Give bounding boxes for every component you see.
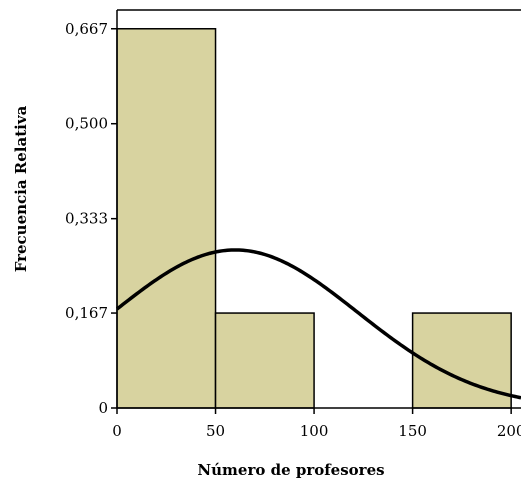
x-tick-label: 150 [398,422,427,440]
histogram-bar-0 [117,29,216,408]
y-tick-label: 0,667 [65,20,108,38]
histogram-bars [117,29,511,408]
y-axis-title: Frecuencia Relativa [12,105,30,272]
x-axis-ticks: 0 50 100 150 200 [112,408,521,440]
y-tick-label: 0,500 [65,115,108,133]
x-tick-label: 200 [497,422,521,440]
y-axis-ticks: 0 0,167 0,333 0,500 0,667 [65,20,117,417]
y-tick-label: 0,167 [65,304,108,322]
x-axis-title: Número de profesores [197,461,384,479]
x-tick-label: 100 [300,422,329,440]
y-tick-label: 0 [98,399,108,417]
y-tick-label: 0,333 [65,210,108,228]
histogram-bar-1 [216,313,315,408]
x-tick-label: 0 [112,422,122,440]
x-tick-label: 50 [206,422,225,440]
